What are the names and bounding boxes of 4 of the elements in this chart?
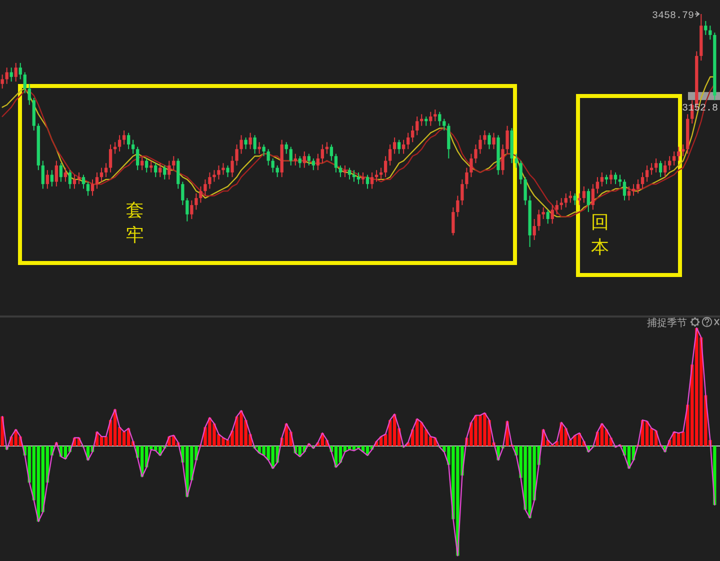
annotation: 回本 xyxy=(591,212,609,258)
annotation: 捕捉季节 xyxy=(647,317,687,329)
annotation: 套牢 xyxy=(126,200,144,246)
annotation: 3458.79 xyxy=(652,11,694,22)
